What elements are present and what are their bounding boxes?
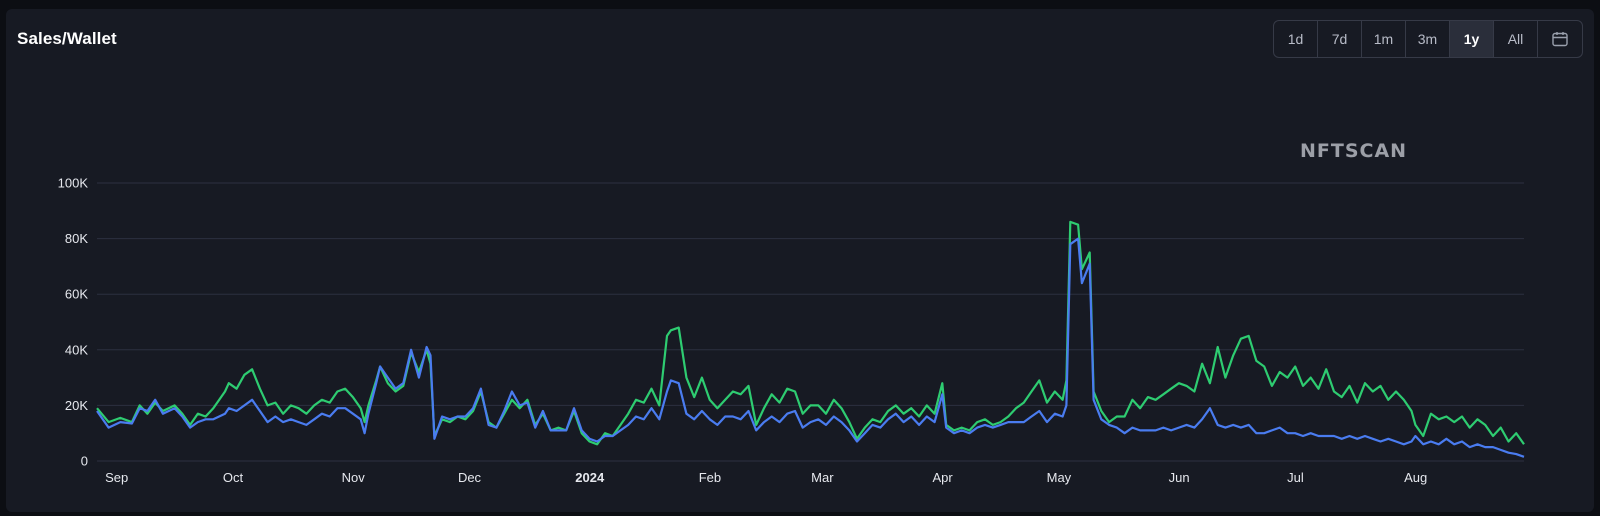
series-line-2	[96, 237, 1525, 458]
chart-title: Sales/Wallet	[17, 29, 117, 48]
x-tick-label: Dec	[458, 470, 482, 485]
x-tick-label: May	[1047, 470, 1072, 485]
range-7d-button[interactable]: 7d	[1318, 21, 1362, 57]
time-range-selector: 1d 7d 1m 3m 1y All	[1273, 20, 1583, 58]
nftscan-watermark: NFTSCAN	[1300, 140, 1408, 162]
range-1y-button[interactable]: 1y	[1450, 21, 1494, 57]
grid-lines	[97, 182, 1524, 462]
range-3m-button[interactable]: 3m	[1406, 21, 1450, 57]
range-1m-button[interactable]: 1m	[1362, 21, 1406, 57]
x-tick-label: Oct	[223, 470, 244, 485]
y-tick-label: 40K	[65, 342, 88, 357]
x-tick-label: Mar	[811, 470, 834, 485]
chart-panel	[6, 9, 1594, 512]
range-1d-button[interactable]: 1d	[1274, 21, 1318, 57]
series-line-1	[96, 220, 1525, 446]
y-axis-ticks: 0 20K 40K 60K 80K 100K	[58, 176, 89, 469]
range-all-button[interactable]: All	[1494, 21, 1538, 57]
y-tick-label: 80K	[65, 231, 88, 246]
x-tick-label: Jul	[1287, 470, 1304, 485]
series-lines	[96, 220, 1525, 458]
calendar-icon	[1552, 32, 1568, 47]
x-tick-label: Aug	[1404, 470, 1427, 485]
x-tick-label: Apr	[932, 470, 953, 485]
x-tick-label: Sep	[105, 470, 128, 485]
y-tick-label: 100K	[58, 176, 89, 191]
x-tick-label: 2024	[575, 470, 605, 485]
x-tick-label: Jun	[1169, 470, 1190, 485]
x-tick-label: Nov	[342, 470, 366, 485]
calendar-button[interactable]	[1538, 21, 1582, 57]
x-axis-ticks: Sep Oct Nov Dec 2024 Feb Mar Apr May Jun Jul Aug	[105, 470, 1427, 485]
y-tick-label: 60K	[65, 287, 88, 302]
y-tick-label: 0	[81, 454, 88, 469]
x-tick-label: Feb	[699, 470, 721, 485]
y-tick-label: 20K	[65, 398, 88, 413]
